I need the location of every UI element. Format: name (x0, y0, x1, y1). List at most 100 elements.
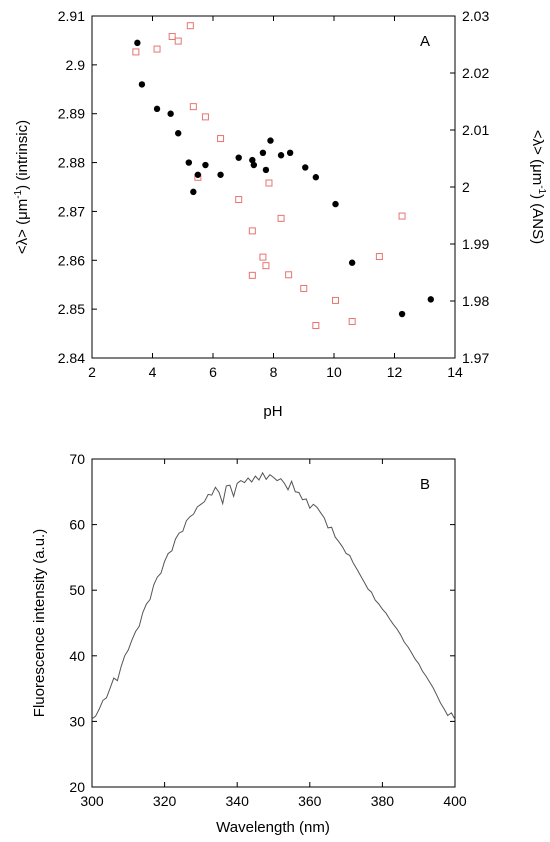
panel-b-spectrum-line (91, 471, 456, 720)
panel-a-ans-point (217, 135, 225, 143)
panel-b: 300 320 340 360 380 400 20 30 40 50 60 70 B Wavele… (31, 451, 467, 836)
panel-a-x-tick-label: 10 (326, 364, 342, 380)
panel-a-intrinsic-point (167, 110, 174, 117)
panel-b-plot-frame (91, 458, 456, 788)
panel-b-y-tick-label: 40 (69, 648, 85, 664)
panel-a-ans-point (277, 214, 285, 222)
panel-a-ans-point (168, 33, 176, 41)
panel-a-x-tick-label: 4 (149, 364, 157, 380)
panel-a-intrinsic-point (348, 259, 356, 266)
panel-a-intrinsic-point (153, 105, 161, 113)
panel-a-ans-point (174, 37, 182, 45)
panel-b-x-tick-label: 320 (153, 793, 177, 809)
panel-a-intrinsic-point (332, 200, 339, 208)
panel-a-y-right-tick-label: 1.99 (462, 236, 489, 252)
panel-a-intrinsic-point (134, 39, 141, 47)
panel-a-y-right-tick-label: 2.03 (462, 8, 489, 24)
panel-b-x-axis-title: Wavelength (nm) (216, 819, 330, 836)
panel-a-intrinsic-point (262, 166, 270, 174)
panel-a-ans-point (300, 284, 308, 292)
panel-b-x-tick-label: 400 (443, 793, 467, 809)
panel-a-x-tick-label: 8 (270, 364, 278, 380)
panel-b-y-tick-label: 20 (69, 779, 85, 795)
panel-a-ans-point (248, 271, 256, 279)
panel-b-x-ticks: 300 320 340 360 380 400 (80, 459, 467, 809)
panel-a-ans-point (132, 48, 140, 56)
panel-a-y-right-title-pre: <λ> (μm (529, 130, 546, 185)
panel-b-x-tick-label: 300 (80, 793, 104, 809)
panel-a-ans-point (312, 322, 320, 330)
panel-b-y-tick-label: 50 (69, 582, 85, 598)
panel-a-letter: A (420, 33, 430, 50)
panel-a-y-right-tick-label: 2.01 (462, 122, 489, 138)
panel-a-intrinsic-point (398, 310, 406, 318)
panel-b-x-tick-label: 380 (371, 793, 395, 809)
panel-a-y-left-tick-label: 2.87 (58, 203, 85, 219)
panel-a-intrinsic-point (217, 171, 224, 178)
panel-a-intrinsic-point (250, 161, 258, 169)
panel-a-intrinsic-point (259, 149, 267, 156)
panel-a-y-left-tick-label: 2.85 (58, 301, 85, 317)
panel-a-ans-point (265, 179, 273, 187)
panel-a-ans-point (375, 253, 383, 261)
panel-a-ans-point (398, 212, 406, 220)
panel-a-x-ticks: 2 4 6 8 10 12 14 (88, 16, 463, 380)
panel-a-y-right-title-post: ) (ANS) (529, 194, 546, 244)
panel-a: 2 4 6 8 10 12 14 2.842.852.862.872.882.892.92.… (13, 8, 547, 420)
panel-a-intrinsic-point (175, 130, 182, 137)
panel-b-y-tick-label: 60 (69, 517, 85, 533)
panel-a-y-left-tick-label: 2.89 (58, 106, 85, 122)
panel-a-intrinsic-point (312, 174, 320, 181)
panel-a-intrinsic-point (185, 159, 192, 166)
panel-a-ans-point (235, 196, 243, 204)
panel-a-intrinsic-point (302, 164, 309, 171)
panel-a-series-ans (132, 22, 406, 330)
panel-a-intrinsic-point (286, 149, 294, 156)
panel-a-y-left-tick-label: 2.86 (58, 252, 85, 268)
panel-b-x-tick-label: 360 (298, 793, 322, 809)
panel-a-y-right-ticks: 1.97 1.98 1.99 2 2.01 2.02 2.03 (450, 8, 489, 366)
panel-a-y-right-title-sup: -1 (536, 185, 547, 194)
panel-a-intrinsic-point (249, 156, 256, 164)
panel-b-y-ticks: 20 30 40 50 60 70 (69, 451, 455, 795)
panel-a-intrinsic-point (138, 81, 146, 88)
panel-a-y-left-title-post: ) (intrinsic) (14, 120, 31, 190)
panel-a-ans-point (201, 113, 209, 121)
panel-a-intrinsic-point (202, 161, 209, 169)
panel-a-intrinsic-point (277, 152, 285, 159)
panel-a-ans-point (285, 271, 293, 279)
panel-b-y-tick-label: 30 (69, 713, 85, 729)
panel-a-x-tick-label: 6 (209, 364, 217, 380)
panel-a-intrinsic-point (235, 154, 242, 161)
panel-b-x-tick-label: 340 (226, 793, 250, 809)
panel-b-y-tick-label: 70 (69, 451, 85, 467)
panel-a-x-tick-label: 12 (387, 364, 403, 380)
panel-a-x-tick-label: 2 (88, 364, 96, 380)
panel-a-y-left-tick-label: 2.91 (58, 8, 85, 24)
panel-b-letter: B (420, 476, 430, 493)
panel-a-intrinsic-point (190, 188, 197, 196)
panel-a-ans-point (259, 253, 267, 261)
panel-a-ans-point (332, 296, 340, 304)
panel-a-plot-frame (91, 15, 456, 359)
panel-a-y-left-title-sup: -1 (13, 189, 24, 198)
panel-a-intrinsic-point (194, 171, 202, 178)
panel-a-ans-point (248, 227, 256, 235)
panel-a-x-axis-title: pH (263, 403, 282, 420)
panel-a-y-right-title: <λ> (μm-1) (ANS) (529, 130, 547, 244)
panel-a-ans-point (348, 318, 356, 326)
panel-a-series-intrinsic (134, 39, 434, 318)
panel-a-ans-point (262, 262, 270, 270)
panel-a-intrinsic-point (427, 296, 434, 303)
panel-a-y-left-title-pre: <λ> (μm (14, 199, 31, 254)
panel-a-y-left-tick-label: 2.84 (58, 350, 85, 366)
panel-a-x-tick-label: 14 (447, 364, 463, 380)
panel-a-y-left-tick-label: 2.9 (66, 57, 86, 73)
panel-b-y-axis-title: Fluorescence intensity (a.u.) (31, 529, 48, 717)
panel-a-y-right-tick-label: 2 (462, 179, 470, 195)
panel-a-intrinsic-point (267, 137, 274, 144)
panel-a-y-left-ticks: 2.84 2.85 2.86 2.87 2.88 2.89 2.9 2.91 (58, 8, 97, 366)
panel-a-y-right-tick-label: 2.02 (462, 65, 489, 81)
panel-a-ans-point (186, 22, 194, 30)
